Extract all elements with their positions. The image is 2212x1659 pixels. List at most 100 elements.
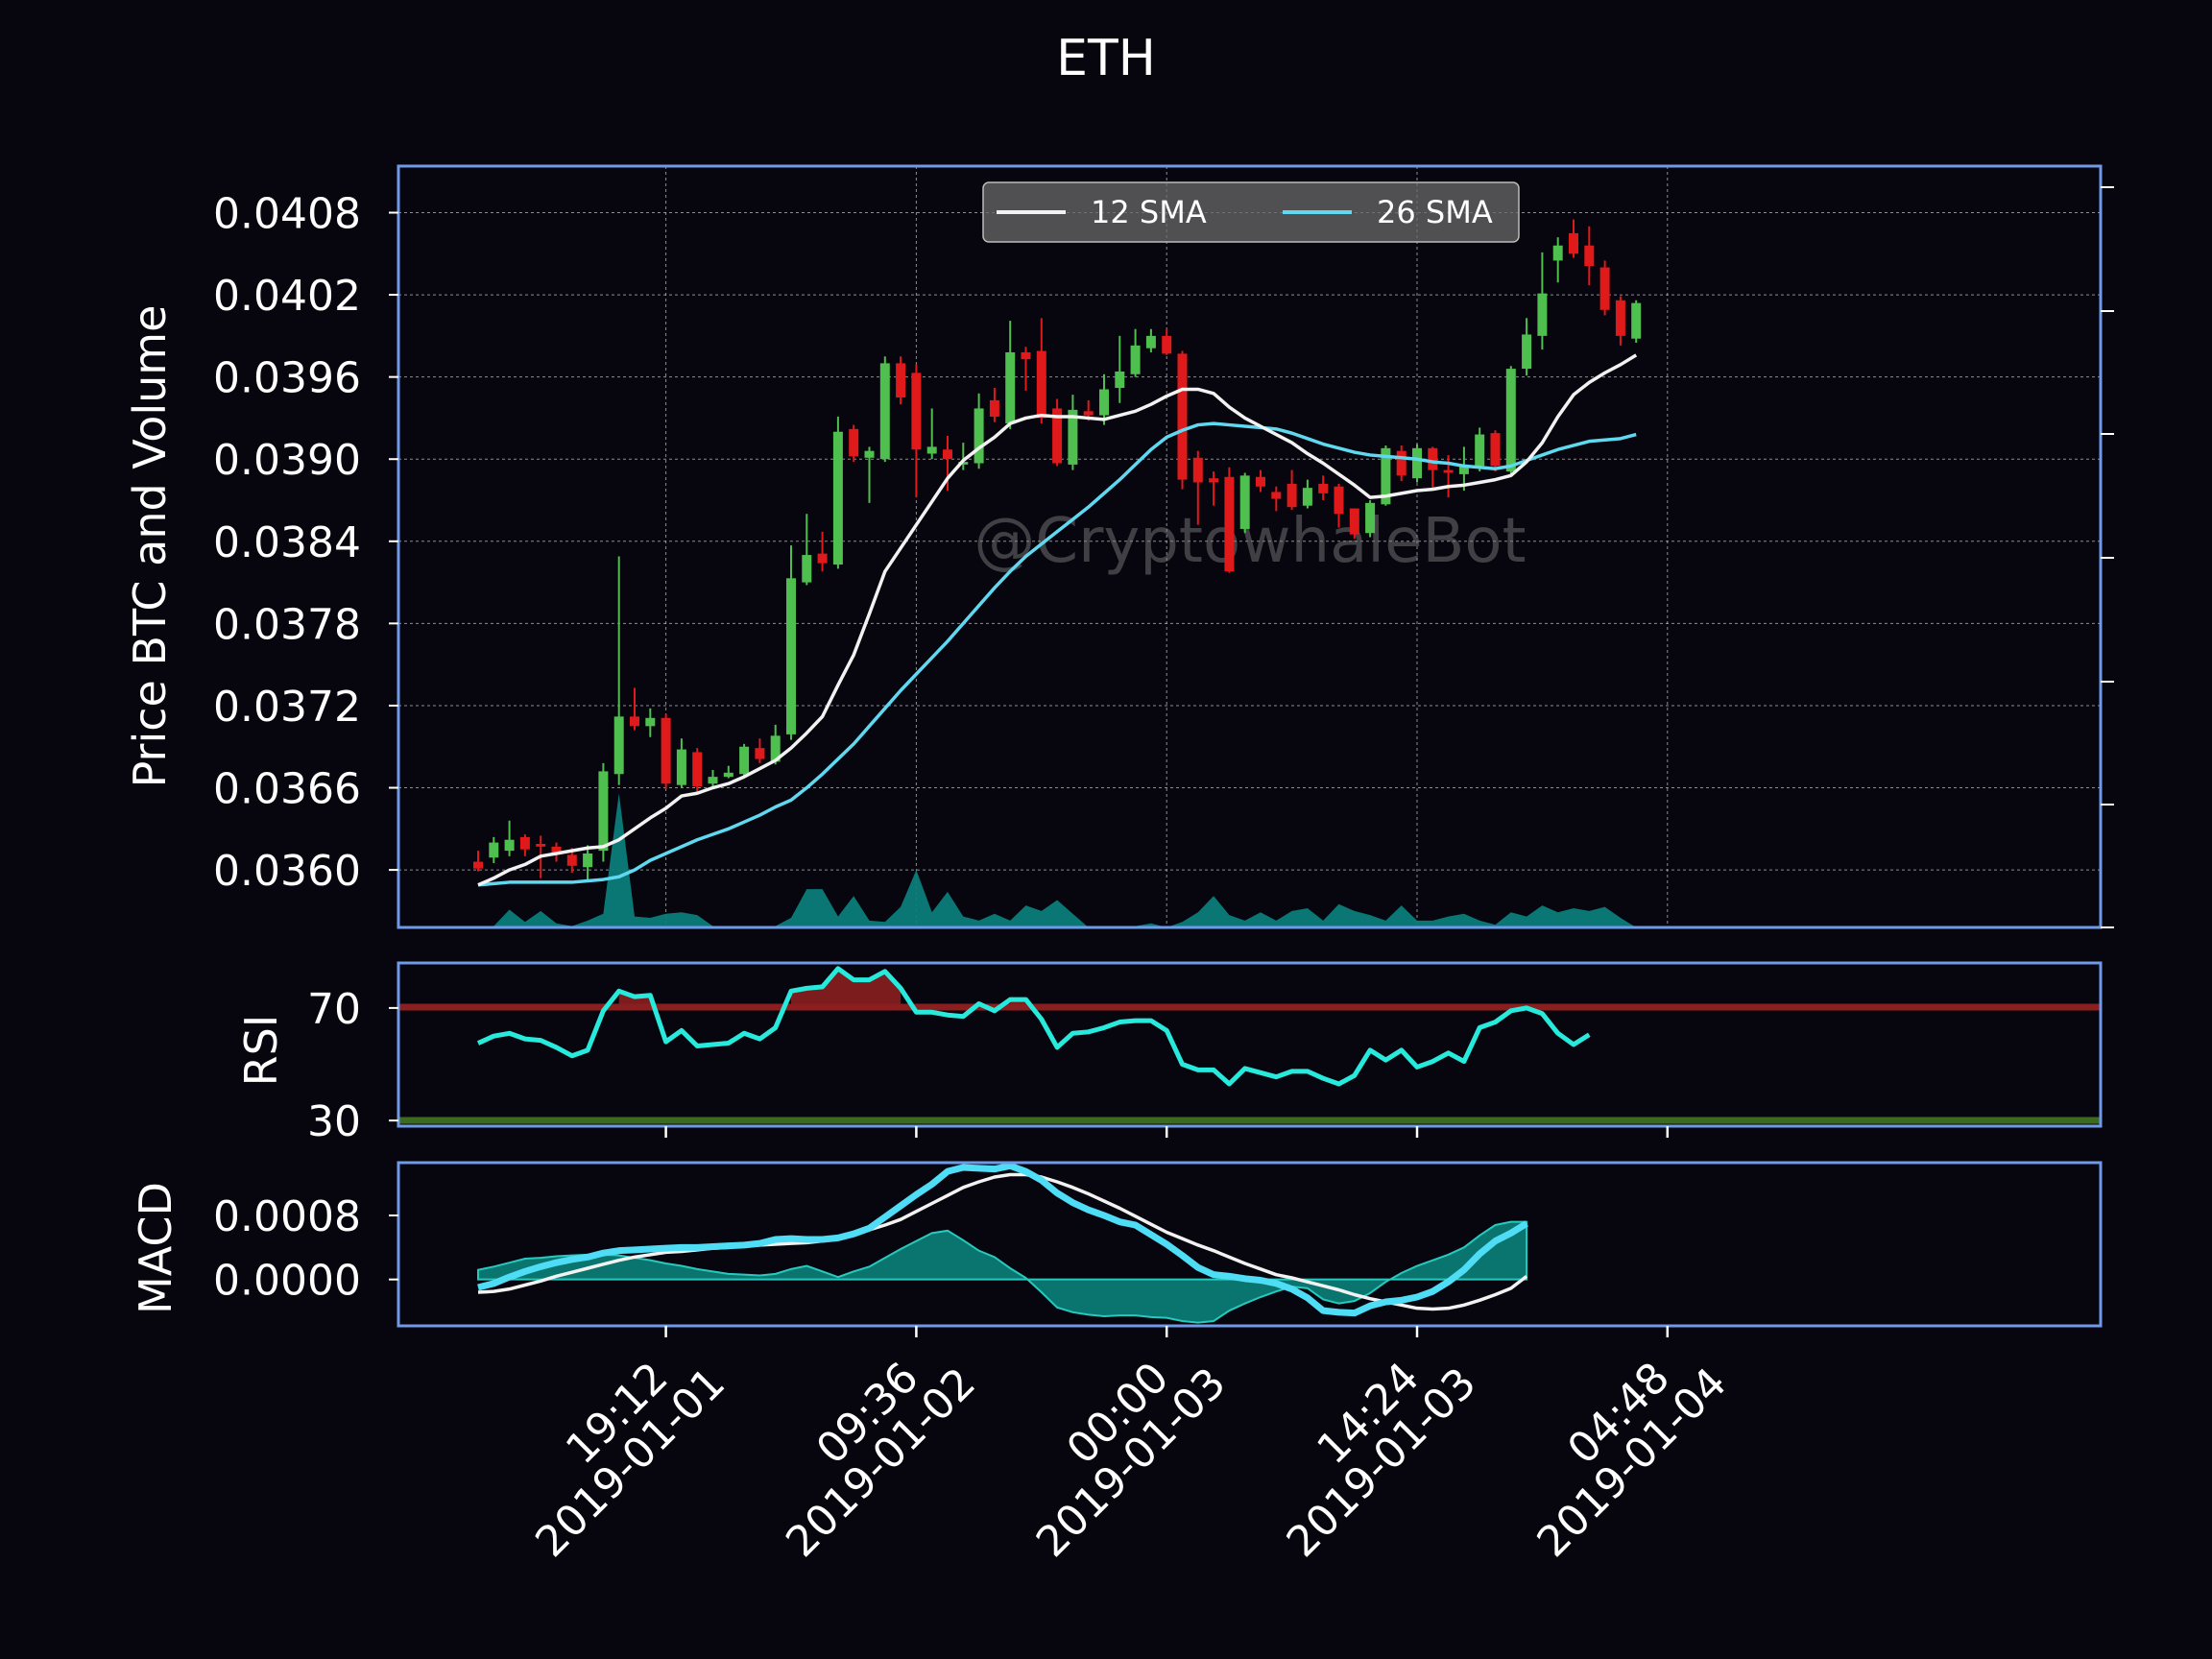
candle-body <box>802 555 812 583</box>
candle-up <box>770 724 781 765</box>
candle-body <box>1083 411 1094 416</box>
candle-body <box>1475 434 1485 467</box>
price-y-axis-label: Price BTC and Volume <box>124 305 176 788</box>
candle-up <box>723 765 733 779</box>
candle-up <box>958 443 969 470</box>
macd-histogram <box>477 1220 1528 1324</box>
candle-down <box>473 851 483 872</box>
candle-body <box>489 842 499 858</box>
macd-y-axis-label: MACD <box>130 1182 181 1314</box>
price-y-tick-label: 0.0402 <box>213 272 361 321</box>
candle-up <box>786 545 796 740</box>
candle-down <box>1334 483 1344 528</box>
candle-body <box>1381 447 1391 505</box>
candle-body <box>739 746 750 775</box>
candle-body <box>989 399 999 418</box>
candle-body <box>817 553 828 564</box>
candle-body <box>1224 476 1235 572</box>
candle-body <box>1615 300 1625 336</box>
candle-body <box>1365 502 1376 534</box>
moving-averages <box>477 353 1638 887</box>
candle-down <box>1428 446 1438 490</box>
candle-up <box>879 356 890 463</box>
price-y-tick-label: 0.0396 <box>213 354 361 403</box>
candle-body <box>473 861 483 869</box>
macd-y-tick-label: 0.0000 <box>213 1257 361 1306</box>
macd-panel: 0.0000 0.0008 MACD <box>130 1161 2103 1328</box>
candle-body <box>1522 334 1532 370</box>
candle-body <box>536 843 546 847</box>
candle-body <box>519 836 530 850</box>
price-y-tick-label: 0.0360 <box>213 847 361 896</box>
candle-body <box>911 373 922 450</box>
candle-up <box>583 845 593 880</box>
candle-down <box>1256 469 1265 493</box>
candle-down <box>1192 450 1203 525</box>
price-y-tick-label: 0.0390 <box>213 436 361 485</box>
candle-up <box>1130 328 1141 377</box>
candle-body <box>1458 464 1469 474</box>
rsi-y-tick-label: 30 <box>307 1097 361 1146</box>
candle-body <box>1599 267 1610 310</box>
candle-body <box>1256 476 1265 487</box>
candle-down <box>1036 318 1046 424</box>
candle-body <box>1428 447 1438 470</box>
macd-y-axis: 0.0000 0.0008 <box>213 1192 398 1306</box>
candle-up <box>1505 366 1516 474</box>
macd-panel-frame <box>397 1161 2103 1328</box>
candle-up <box>1631 300 1642 343</box>
price-y-tick-label: 0.0366 <box>213 765 361 814</box>
candle-body <box>864 450 875 458</box>
candle-body <box>1334 486 1344 515</box>
candle-down <box>1615 296 1625 346</box>
candle-body <box>1443 469 1454 473</box>
candle-body <box>1005 351 1016 424</box>
macd-line <box>477 1162 1528 1317</box>
candle-body <box>566 854 577 866</box>
candle-body <box>1537 293 1548 336</box>
candle-body <box>1052 408 1063 464</box>
watermark: @CryptowhaleBot <box>974 506 1526 577</box>
candle-body <box>832 431 843 565</box>
candle-body <box>1271 492 1282 499</box>
candle-down <box>817 531 828 572</box>
price-y-tick-label: 0.0384 <box>213 518 361 567</box>
candle-up <box>974 393 984 469</box>
price-panel-frame <box>397 164 2103 929</box>
price-grid <box>398 166 2101 927</box>
candle-body <box>630 716 639 727</box>
candle-down <box>692 748 703 792</box>
candle-body <box>551 846 562 854</box>
candle-body <box>1068 409 1078 465</box>
candle-up <box>1458 446 1469 492</box>
candle-up <box>1412 444 1422 483</box>
candle-up <box>926 408 937 460</box>
rsi-y-axis-label: RSI <box>235 1015 287 1087</box>
candle-body <box>1036 350 1046 419</box>
candle-body <box>583 853 593 868</box>
candle-body <box>598 771 609 852</box>
candle-up <box>708 769 718 788</box>
candle-down <box>1286 469 1297 510</box>
candle-down <box>1349 508 1359 539</box>
candle-body <box>723 772 733 778</box>
candle-body <box>1584 245 1595 267</box>
chart-title: ETH <box>1056 30 1156 87</box>
candle-up <box>645 708 656 737</box>
candle-body <box>786 578 796 734</box>
candle-body <box>645 717 656 727</box>
candle-up <box>1522 318 1532 376</box>
rsi-line <box>476 966 1591 1087</box>
candle-body <box>1302 488 1312 506</box>
sma12-line <box>477 353 1638 887</box>
candle-body <box>974 408 984 464</box>
rsi-panel: 30 70 RSI <box>235 961 2103 1146</box>
price-y-tick-label: 0.0378 <box>213 600 361 649</box>
candle-up <box>1552 237 1563 283</box>
candle-body <box>1552 245 1563 261</box>
candle-body <box>926 446 937 454</box>
candle-up <box>1365 500 1376 538</box>
candle-body <box>1021 351 1031 360</box>
legend-sma12-label: 12 SMA <box>1091 194 1207 230</box>
